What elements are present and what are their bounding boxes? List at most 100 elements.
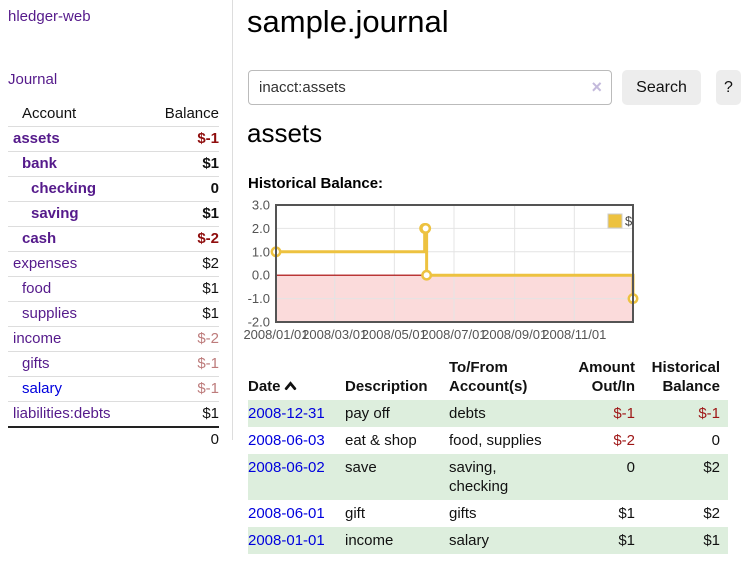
column-header-description: Description <box>345 378 428 395</box>
transaction-accounts: debts <box>449 405 486 422</box>
transaction-accounts: food, supplies <box>449 432 542 449</box>
account-link[interactable]: supplies <box>22 305 78 322</box>
account-heading: assets <box>247 118 323 148</box>
column-header-date[interactable]: Date <box>248 358 345 400</box>
account-row: gifts $-1 <box>8 351 219 377</box>
accounts-table-header: Account Balance <box>8 102 219 127</box>
search-input[interactable] <box>248 70 612 105</box>
account-row: assets $-1 <box>8 126 219 152</box>
register-table-body: 2008-12-31 pay off debts $-1 $-1 2008-06-03 ea… <box>248 400 728 554</box>
column-header-balance: Historical Balance <box>651 359 720 395</box>
transaction-description: eat & shop <box>345 432 417 449</box>
plot-border <box>275 204 634 323</box>
transaction-amount: $-1 <box>613 405 635 422</box>
balance-column-header: Balance <box>164 105 219 122</box>
account-balance: $-1 <box>197 130 219 147</box>
transaction-accounts: saving, checking <box>449 459 509 495</box>
transaction-date-link[interactable]: 2008-01-01 <box>248 532 325 549</box>
transaction-row: 2008-06-02 save saving, checking 0 $2 <box>248 454 728 500</box>
transaction-amount: $1 <box>618 532 635 549</box>
clear-search-icon[interactable]: × <box>591 77 602 97</box>
account-link[interactable]: bank <box>22 155 58 172</box>
transaction-description: save <box>345 459 377 476</box>
chevron-up-icon <box>284 381 296 390</box>
account-link[interactable]: salary <box>22 380 63 397</box>
account-link[interactable]: checking <box>31 180 97 197</box>
account-balance: $-1 <box>197 355 219 372</box>
transaction-date-link[interactable]: 2008-06-01 <box>248 505 325 522</box>
account-balance: 0 <box>210 180 219 197</box>
account-link[interactable]: cash <box>22 230 57 247</box>
x-tick-label: 2008/05/01 <box>362 327 427 342</box>
transaction-balance: $1 <box>703 532 720 549</box>
account-row: salary $-1 <box>8 376 219 402</box>
y-tick-label: 1.0 <box>252 244 270 259</box>
y-tick-label: 2.0 <box>252 221 270 236</box>
y-tick-label: -1.0 <box>248 291 270 306</box>
transaction-balance: $2 <box>703 459 720 476</box>
account-link[interactable]: gifts <box>22 355 50 372</box>
account-balance: $2 <box>202 255 219 272</box>
account-link[interactable]: assets <box>13 130 60 147</box>
transaction-description: pay off <box>345 405 390 422</box>
transaction-amount: 0 <box>626 459 635 476</box>
search-box: × <box>248 70 612 105</box>
account-link[interactable]: expenses <box>13 255 78 272</box>
page-title: sample.journal <box>247 4 449 39</box>
transaction-balance: 0 <box>711 432 720 449</box>
transaction-accounts: gifts <box>449 505 477 522</box>
register-table-header: Date Description To/From Account(s) Amou… <box>248 358 728 400</box>
x-tick-label: 2008/07/01 <box>421 327 486 342</box>
column-header-accounts: To/From Account(s) <box>449 359 528 395</box>
sidebar-divider <box>232 0 233 440</box>
account-link[interactable]: saving <box>31 205 79 222</box>
account-row: bank $1 <box>8 151 219 177</box>
account-balance: $1 <box>202 155 219 172</box>
help-button[interactable]: ? <box>716 70 741 105</box>
transaction-date-link[interactable]: 2008-06-02 <box>248 459 325 476</box>
transaction-row: 2008-01-01 income salary $1 $1 <box>248 527 728 554</box>
account-balance: $-2 <box>197 230 219 247</box>
account-balance: $1 <box>202 205 219 222</box>
account-balance: $1 <box>202 280 219 297</box>
transaction-amount: $1 <box>618 505 635 522</box>
account-link[interactable]: liabilities:debts <box>13 405 111 422</box>
account-column-header: Account <box>22 105 77 122</box>
x-tick-label: 2008/03/01 <box>302 327 367 342</box>
accounts-total-value: 0 <box>210 431 219 448</box>
accounts-total-row: 0 <box>8 427 219 452</box>
account-balance: $1 <box>202 305 219 322</box>
account-row: expenses $2 <box>8 251 219 277</box>
account-row: food $1 <box>8 276 219 302</box>
data-point <box>420 222 432 234</box>
legend-label: $ <box>625 214 633 229</box>
transaction-row: 2008-06-03 eat & shop food, supplies $-2 0 <box>248 427 728 454</box>
y-tick-label: 0.0 <box>252 268 270 283</box>
transaction-balance: $-1 <box>698 405 720 422</box>
app-title-link[interactable]: hledger-web <box>8 8 91 25</box>
transaction-row: 2008-06-01 gift gifts $1 $2 <box>248 500 728 527</box>
transaction-date-link[interactable]: 2008-12-31 <box>248 405 325 422</box>
account-link[interactable]: food <box>22 280 52 297</box>
search-button[interactable]: Search <box>622 70 701 105</box>
account-balance: $-1 <box>197 380 219 397</box>
account-row: saving $1 <box>8 201 219 227</box>
sidebar-item-journal[interactable]: Journal <box>8 71 58 88</box>
transaction-description: income <box>345 532 394 549</box>
x-tick-label: 2008/09/01 <box>482 327 547 342</box>
accounts-table: Account Balance assets $-1 bank $1 checking 0… <box>8 102 219 452</box>
transaction-accounts: salary <box>449 532 490 549</box>
transaction-row: 2008-12-31 pay off debts $-1 $-1 <box>248 400 728 427</box>
transaction-balance: $2 <box>703 505 720 522</box>
historical-balance-chart: $3.0 2.0 1.0 0.0 -1.0 -2.0 2008/01/01 2008/03/0… <box>222 198 652 350</box>
accounts-table-body: assets $-1 bank $1 checking 0 saving $1 cash $-2 e… <box>8 126 219 428</box>
transaction-description: gift <box>345 505 366 522</box>
account-row: cash $-2 <box>8 226 219 252</box>
account-row: income $-2 <box>8 326 219 352</box>
transaction-date-link[interactable]: 2008-06-03 <box>248 432 325 449</box>
account-balance: $1 <box>202 405 219 422</box>
y-tick-label: 3.0 <box>252 200 270 213</box>
transaction-amount: $-2 <box>613 432 635 449</box>
account-link[interactable]: income <box>13 330 62 347</box>
